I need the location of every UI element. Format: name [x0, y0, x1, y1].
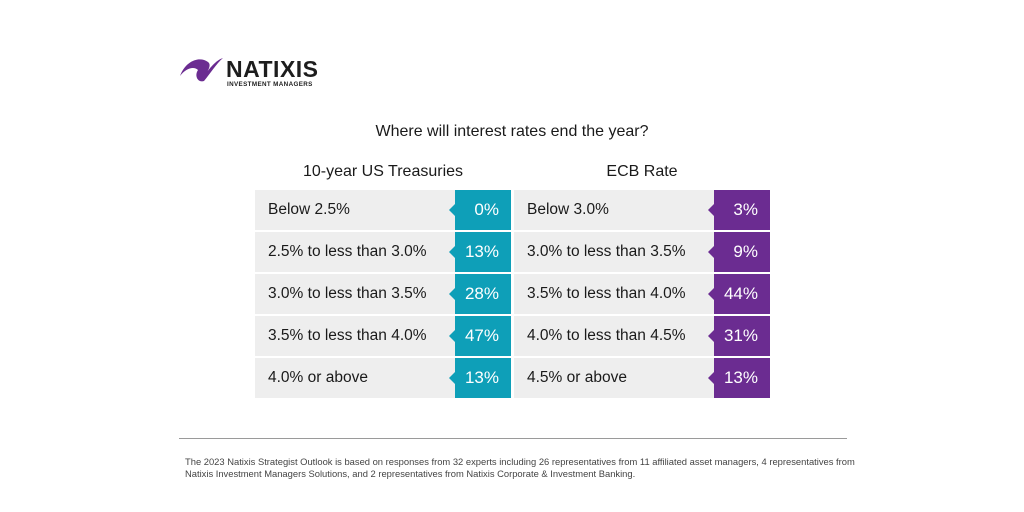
row-label: 3.0% to less than 3.5%	[268, 285, 427, 302]
footnote: The 2023 Natixis Strategist Outlook is b…	[185, 456, 855, 479]
table-row: Below 3.0% 3%	[514, 190, 770, 230]
panel-us-treasuries: 10-year US Treasuries Below 2.5% 0% 2.5% t…	[255, 163, 511, 400]
row-label: 4.5% or above	[527, 369, 627, 386]
natixis-logo: NATIXIS INVESTMENT MANAGERS	[178, 52, 348, 92]
row-value: 13%	[449, 358, 511, 398]
row-label: Below 3.0%	[527, 201, 609, 218]
panel-title: ECB Rate	[606, 163, 678, 180]
table-row: 3.0% to less than 3.5% 9%	[514, 232, 770, 272]
row-value: 13%	[449, 232, 511, 272]
table-row: 4.0% or above 13%	[255, 358, 511, 398]
table-row: 2.5% to less than 3.0% 13%	[255, 232, 511, 272]
row-label: Below 2.5%	[268, 201, 350, 218]
row-value: 3%	[708, 190, 770, 230]
table-row: 4.5% or above 13%	[514, 358, 770, 398]
table-row: 3.5% to less than 4.0% 44%	[514, 274, 770, 314]
swoosh-icon	[180, 58, 223, 82]
logo-wordmark: NATIXIS	[226, 56, 319, 82]
row-value: 47%	[449, 316, 511, 356]
rows: Below 2.5% 0% 2.5% to less than 3.0% 13% 3.0…	[255, 190, 511, 398]
row-label: 2.5% to less than 3.0%	[268, 243, 427, 260]
row-label: 4.0% or above	[268, 369, 368, 386]
row-label: 3.0% to less than 3.5%	[527, 243, 686, 260]
table-row: 3.0% to less than 3.5% 28%	[255, 274, 511, 314]
row-value: 44%	[708, 274, 770, 314]
row-value: 9%	[708, 232, 770, 272]
divider	[179, 438, 847, 439]
logo-subtitle: INVESTMENT MANAGERS	[227, 81, 313, 88]
table-row: 4.0% to less than 4.5% 31%	[514, 316, 770, 356]
row-value: 0%	[449, 190, 511, 230]
chart-title: Where will interest rates end the year?	[375, 123, 649, 140]
row-value: 31%	[708, 316, 770, 356]
panel-title: 10-year US Treasuries	[302, 163, 464, 180]
panel-ecb-rate: ECB Rate Below 3.0% 3% 3.0% to less than 3…	[514, 163, 770, 400]
row-value: 13%	[708, 358, 770, 398]
table-row: 3.5% to less than 4.0% 47%	[255, 316, 511, 356]
rows: Below 3.0% 3% 3.0% to less than 3.5% 9% 3.5%…	[514, 190, 770, 398]
table-row: Below 2.5% 0%	[255, 190, 511, 230]
row-value: 28%	[449, 274, 511, 314]
row-label: 4.0% to less than 4.5%	[527, 327, 686, 344]
row-label: 3.5% to less than 4.0%	[268, 327, 427, 344]
row-label: 3.5% to less than 4.0%	[527, 285, 686, 302]
